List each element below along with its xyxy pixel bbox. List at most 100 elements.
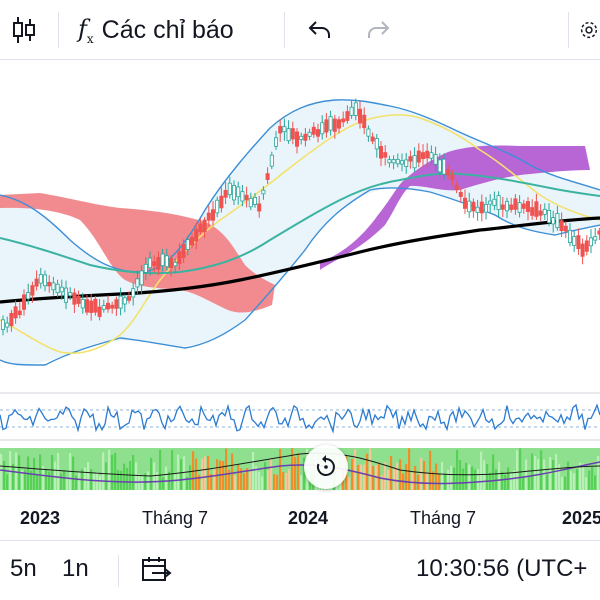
candle-body [374, 138, 379, 150]
candle-body [101, 305, 106, 310]
histogram-bar [240, 468, 243, 490]
histogram-bar [558, 464, 561, 490]
candle-body [349, 106, 354, 116]
histogram-bar [12, 463, 15, 490]
histogram-bar [45, 469, 48, 490]
candle-body [76, 295, 81, 304]
candle-body [210, 209, 215, 221]
histogram-bar [363, 464, 366, 490]
candlestick-icon[interactable] [4, 8, 44, 52]
candle-body [580, 243, 585, 257]
candle-body [475, 206, 480, 213]
histogram-bar [504, 474, 507, 490]
histogram-bar [381, 475, 384, 490]
candle-body [450, 174, 455, 180]
histogram-bar [357, 464, 360, 490]
candle-body [547, 210, 552, 224]
candle-body [290, 128, 295, 140]
histogram-bar [423, 461, 426, 490]
toolbar-divider [118, 555, 119, 587]
candle-body [223, 189, 228, 198]
histogram-bar [405, 464, 408, 490]
candle-body [341, 118, 346, 123]
histogram-bar [114, 453, 117, 490]
candle-body [336, 119, 341, 129]
histogram-bar [570, 471, 573, 490]
interval-1y-button[interactable]: 1n [62, 555, 89, 582]
candle-body [72, 292, 77, 305]
candle-body [563, 225, 568, 232]
candle-body [593, 236, 598, 241]
candle-body [294, 131, 299, 147]
candle-body [483, 203, 488, 213]
histogram-bar [273, 474, 276, 490]
indicators-button[interactable]: fx Các chỉ báo [78, 8, 268, 52]
candle-body [110, 304, 115, 309]
histogram-bar [270, 458, 273, 490]
candle-body [551, 217, 556, 225]
histogram-bar [294, 456, 297, 490]
candle-body [89, 300, 94, 313]
histogram-bar [135, 462, 138, 490]
candle-body [114, 299, 119, 309]
histogram-bar [84, 467, 87, 490]
candle-body [227, 182, 232, 196]
histogram-bar [99, 475, 102, 490]
clock-timezone[interactable]: 10:30:56 (UTC+ [416, 555, 588, 582]
histogram-bar [204, 456, 207, 490]
histogram-bar [501, 471, 504, 490]
candle-body [500, 204, 505, 210]
candle-body [282, 126, 287, 133]
candle-body [471, 201, 476, 212]
candle-body [370, 136, 375, 142]
settings-icon[interactable] [578, 8, 600, 52]
candle-body [80, 298, 85, 309]
candle-body [458, 191, 463, 197]
candle-body [504, 200, 509, 212]
bottom-toolbar: 5n 1n 10:30:56 (UTC+ [0, 540, 600, 600]
candle-body [202, 219, 207, 233]
toolbar-divider [58, 12, 59, 48]
candle-body [26, 292, 31, 300]
candle-body [462, 197, 467, 209]
histogram-bar [105, 462, 108, 490]
tenkan-line [0, 113, 600, 354]
histogram-bar [258, 471, 261, 490]
reset-icon [316, 455, 335, 476]
function-icon: fx [78, 14, 94, 46]
histogram-bar [249, 469, 252, 490]
interval-5y-button[interactable]: 5n [10, 555, 37, 582]
candle-body [21, 294, 26, 310]
histogram-bar [510, 472, 513, 490]
undo-icon[interactable] [300, 8, 340, 52]
candle-body [307, 131, 312, 137]
reset-chart-button[interactable] [304, 445, 348, 489]
histogram-bar [549, 457, 552, 490]
candle-body [240, 191, 245, 202]
candle-body [332, 118, 337, 132]
price-chart[interactable] [0, 60, 600, 538]
candle-body [299, 135, 304, 140]
histogram-bar [555, 454, 558, 490]
time-axis-label: Tháng 7 [142, 508, 209, 528]
histogram-bar [225, 448, 228, 490]
histogram-bar [435, 463, 438, 490]
candle-body [135, 278, 140, 288]
candle-body [160, 253, 165, 267]
histogram-bar [222, 461, 225, 490]
candle-body [597, 230, 600, 235]
histogram-bar [543, 459, 546, 490]
histogram-bar [3, 460, 6, 490]
candle-body [9, 312, 14, 327]
candle-body [34, 278, 39, 287]
histogram-bar [93, 472, 96, 490]
histogram-bar [231, 453, 234, 490]
histogram-bar [573, 473, 576, 490]
histogram-bar [420, 457, 423, 490]
histogram-bar [180, 459, 183, 490]
histogram-bar [111, 454, 114, 490]
histogram-bar [90, 469, 93, 490]
go-to-date-icon[interactable] [140, 555, 172, 590]
redo-icon[interactable] [358, 8, 398, 52]
time-axis-label: 2024 [288, 508, 329, 528]
